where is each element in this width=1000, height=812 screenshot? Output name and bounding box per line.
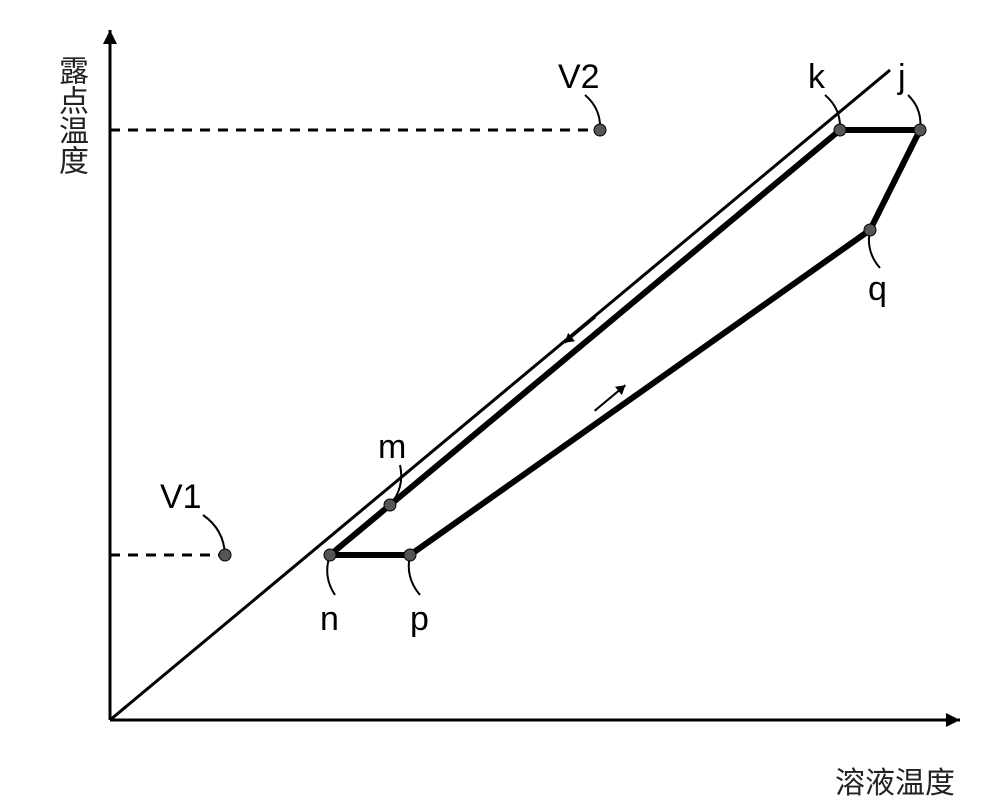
label-q: q — [868, 270, 887, 309]
label-n: n — [320, 600, 339, 639]
label-p: p — [410, 600, 429, 639]
label-k: k — [808, 58, 825, 97]
x-axis-label: 溶液温度 — [835, 758, 955, 802]
label-v1: V1 — [160, 478, 202, 517]
chart-canvas: 露点温度 溶液温度 V2 k j q m V1 n p — [0, 0, 1000, 812]
y-axis-label: 露点温度 — [48, 55, 92, 175]
label-j: j — [898, 58, 906, 97]
label-m: m — [378, 428, 406, 467]
label-v2: V2 — [558, 58, 600, 97]
chart-svg — [0, 0, 1000, 812]
